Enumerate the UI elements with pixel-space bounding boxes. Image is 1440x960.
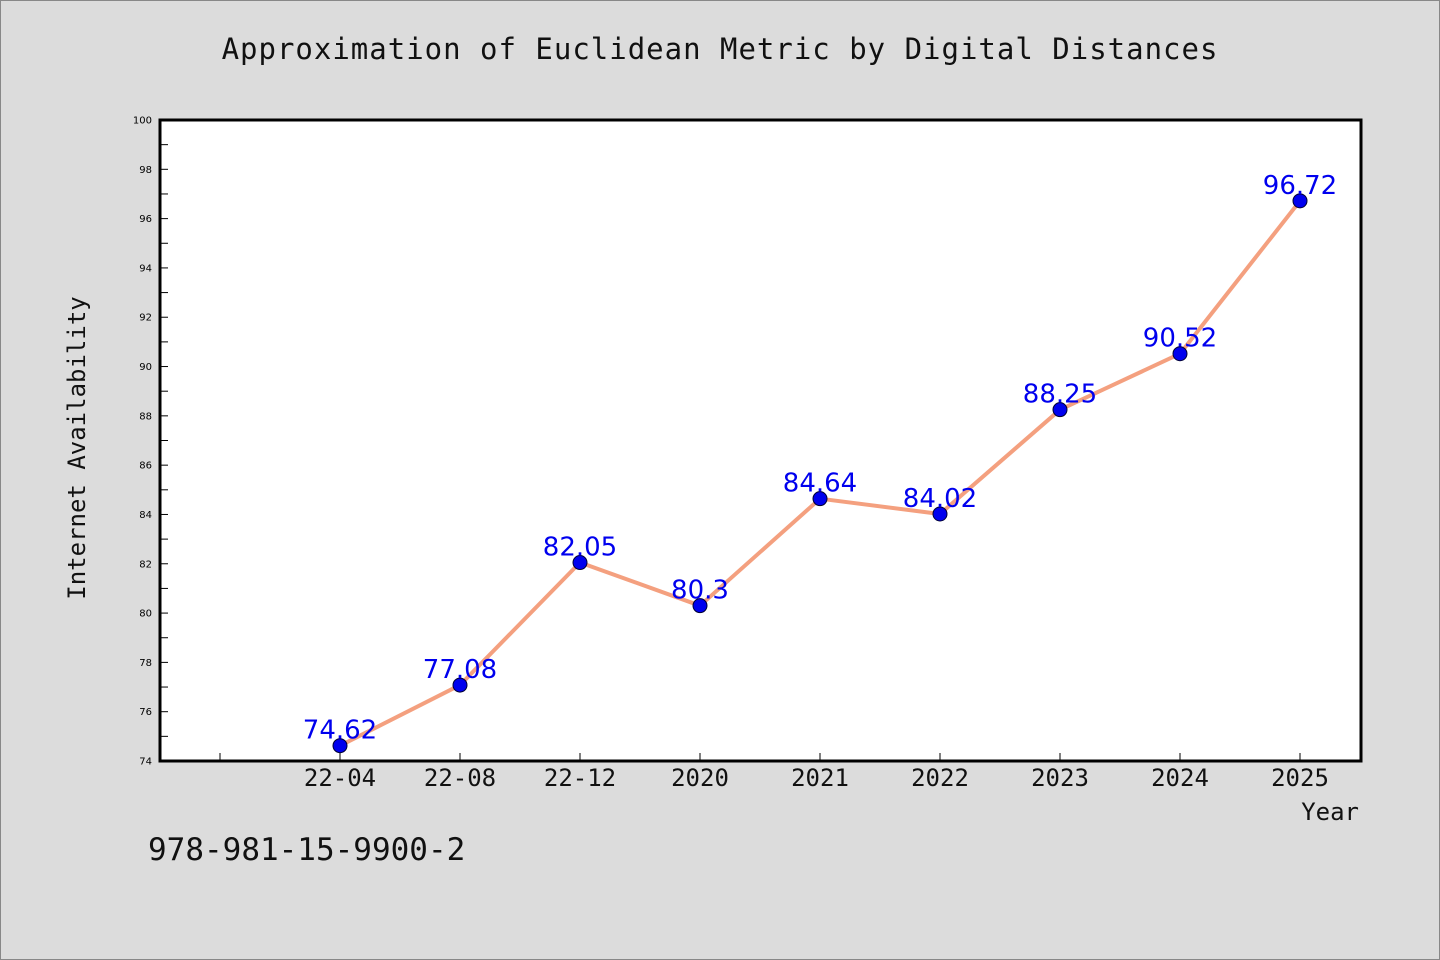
- data-label: 90.52: [1143, 324, 1217, 354]
- y-tick-label: 74: [139, 757, 152, 768]
- data-point: [332, 738, 348, 754]
- data-point: [1292, 193, 1308, 209]
- y-tick-label: 76: [139, 707, 152, 718]
- y-tick-label: 96: [139, 214, 152, 225]
- y-tick-label: 98: [139, 165, 152, 176]
- x-axis-label: Year: [1301, 798, 1359, 826]
- y-tick-label: 78: [139, 658, 152, 669]
- x-tick-label: 2023: [1031, 764, 1089, 792]
- data-label: 80.3: [671, 576, 729, 606]
- data-point: [812, 491, 828, 507]
- chart-title: Approximation of Euclidean Metric by Dig…: [221, 32, 1219, 66]
- plot-area: [158, 118, 1363, 763]
- data-point: [1052, 402, 1068, 418]
- y-axis: 74 76 78 80 82 84 86 88 90 92 94 96 98 100: [133, 116, 168, 768]
- data-point: [452, 677, 468, 693]
- footnote-isbn: 978-981-15-9900-2: [148, 832, 466, 868]
- data-point: [572, 555, 588, 571]
- y-tick-label: 82: [139, 559, 152, 570]
- y-tick-label: 90: [139, 362, 152, 373]
- y-tick-label: 86: [139, 461, 152, 472]
- y-tick-label: 88: [139, 411, 152, 422]
- data-label: 74.62: [303, 716, 377, 746]
- data-point: [932, 506, 948, 522]
- y-tick-label: 94: [139, 263, 152, 274]
- data-label: 96.72: [1263, 171, 1337, 201]
- x-tick-label: 22-08: [424, 764, 496, 792]
- y-axis-label: Internet Availability: [63, 296, 91, 599]
- y-tick-label: 80: [139, 609, 152, 620]
- x-axis: 22-04 22-08 22-12 2020 2021 2022 2023 2024 2025: [219, 753, 1329, 792]
- x-tick-label: 22-04: [304, 764, 376, 792]
- y-tick-label: 100: [133, 116, 152, 127]
- data-label: 82.05: [543, 533, 617, 563]
- x-tick-label: 2025: [1271, 764, 1329, 792]
- data-label: 84.02: [903, 484, 977, 514]
- x-tick-label: 2022: [911, 764, 969, 792]
- series-layer: 74.62 77.08 82.05 80.3 84.64 84.02 88.25 90.52 9…: [303, 171, 1337, 754]
- x-tick-label: 22-12: [544, 764, 616, 792]
- data-point: [692, 598, 708, 614]
- data-point: [1172, 346, 1188, 362]
- data-label: 88.25: [1023, 380, 1097, 410]
- data-label: 77.08: [423, 655, 497, 685]
- y-tick-label: 92: [139, 313, 152, 324]
- x-tick-label: 2020: [671, 764, 729, 792]
- x-tick-label: 2021: [791, 764, 849, 792]
- data-label: 84.64: [783, 469, 857, 499]
- x-tick-label: 2024: [1151, 764, 1209, 792]
- y-tick-label: 84: [139, 510, 152, 521]
